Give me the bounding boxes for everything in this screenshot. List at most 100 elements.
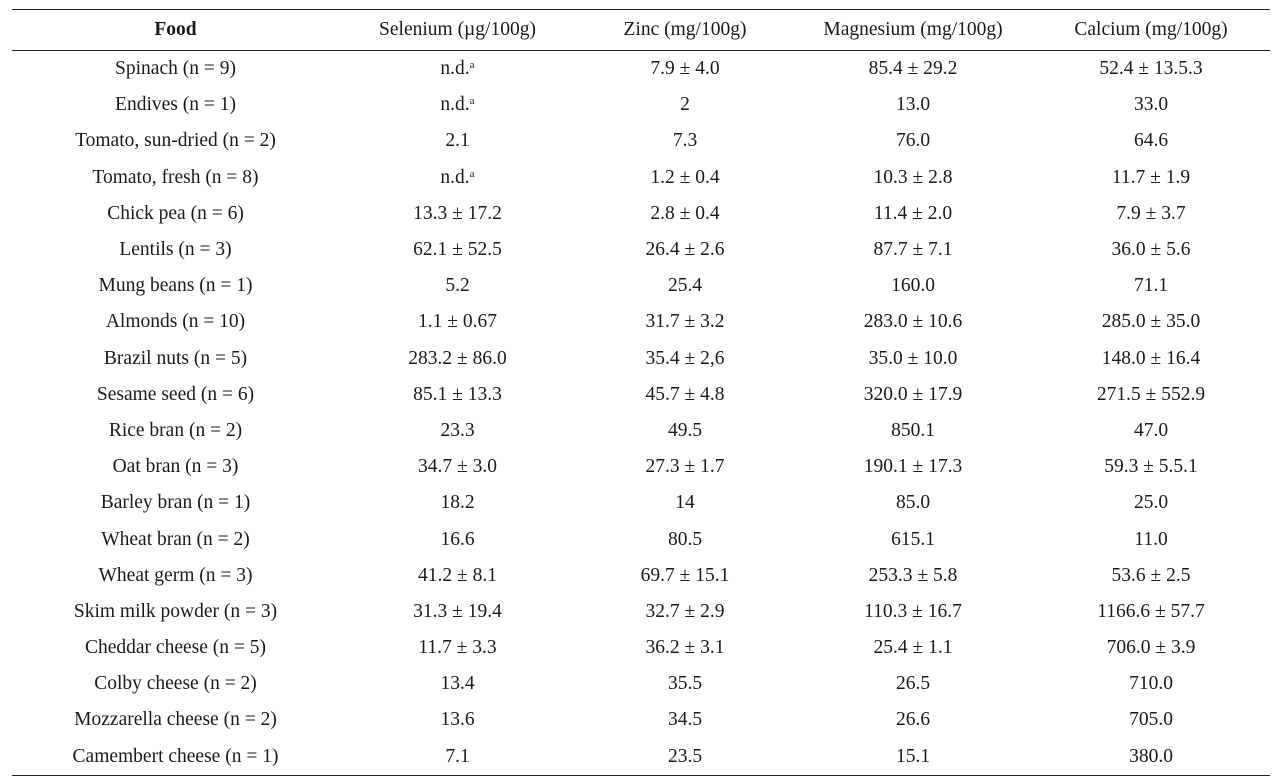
cell-magnesium: 110.3 ± 16.7 (794, 594, 1032, 630)
cell-food: Skim milk powder (n = 3) (12, 594, 339, 630)
cell-selenium: 5.2 (339, 268, 576, 304)
cell-food-value: Barley bran (n = 1) (100, 492, 251, 514)
cell-magnesium: 615.1 (794, 521, 1032, 557)
cell-food-value: Almonds (n = 10) (105, 311, 246, 333)
cell-magnesium-value: 283.0 ± 10.6 (863, 311, 963, 333)
cell-calcium: 705.0 (1032, 702, 1270, 738)
cell-selenium-value: 23.3 (440, 419, 475, 441)
cell-zinc-value: 35.5 (667, 673, 703, 695)
table-row: Cheddar cheese (n = 5) 11.7 ± 3.3 36.2 ± 3… (12, 630, 1270, 666)
cell-food: Chick pea (n = 6) (12, 196, 339, 232)
cell-zinc-value: 32.7 ± 2.9 (645, 600, 725, 622)
table-row: Colby cheese (n = 2) 13.4 35.5 26.5 710.0 (12, 666, 1270, 702)
cell-magnesium: 320.0 ± 17.9 (794, 377, 1032, 413)
table-row: Mozzarella cheese (n = 2) 13.6 34.5 26.6 705… (12, 702, 1270, 738)
cell-calcium-value: 25.0 (1133, 492, 1169, 514)
cell-magnesium-value: 160.0 (891, 275, 935, 297)
cell-calcium: 71.1 (1032, 268, 1270, 304)
table-row: Tomato, sun-dried (n = 2) 2.1 7.3 76.0 64.6 (12, 123, 1270, 159)
cell-selenium-value: 18.2 (440, 492, 475, 514)
cell-zinc: 34.5 (576, 702, 794, 738)
cell-magnesium-value: 85.4 ± 29.2 (868, 58, 958, 80)
cell-selenium-value: 31.3 ± 19.4 (413, 600, 502, 622)
cell-calcium: 7.9 ± 3.7 (1032, 196, 1270, 232)
cell-selenium: 34.7 ± 3.0 (339, 449, 576, 485)
cell-food-value: Spinach (n = 9) (115, 58, 236, 80)
cell-selenium: 13.6 (339, 702, 576, 738)
cell-selenium: n.d.a (339, 51, 576, 88)
table-row: Lentils (n = 3) 62.1 ± 52.5 26.4 ± 2.6 87.7… (12, 232, 1270, 268)
cell-magnesium-value: 25.4 ± 1.1 (873, 637, 953, 659)
cell-zinc: 26.4 ± 2.6 (576, 232, 794, 268)
cell-selenium: n.d.a (339, 160, 576, 196)
table-row: Brazil nuts (n = 5) 283.2 ± 86.0 35.4 ± 2,… (12, 341, 1270, 377)
header-zinc: Zinc (mg/100g) (623, 19, 747, 40)
cell-magnesium-value: 320.0 ± 17.9 (863, 383, 963, 405)
table-row: Skim milk powder (n = 3) 31.3 ± 19.4 32.7 … (12, 594, 1270, 630)
cell-food: Rice bran (n = 2) (12, 413, 339, 449)
cell-zinc: 35.5 (576, 666, 794, 702)
cell-zinc-value: 69.7 ± 15.1 (640, 564, 730, 586)
cell-magnesium-value: 190.1 ± 17.3 (863, 456, 963, 478)
table-row: Wheat germ (n = 3) 41.2 ± 8.1 69.7 ± 15.1 2… (12, 558, 1270, 594)
cell-food: Colby cheese (n = 2) (12, 666, 339, 702)
cell-magnesium-value: 76.0 (895, 130, 931, 152)
cell-selenium-value: 5.2 (445, 275, 470, 297)
cell-calcium-value: 71.1 (1133, 275, 1169, 297)
cell-food: Wheat germ (n = 3) (12, 558, 339, 594)
cell-magnesium-value: 11.4 ± 2.0 (873, 202, 953, 224)
cell-selenium-value: 11.7 ± 3.3 (418, 637, 497, 659)
cell-food-value: Endives (n = 1) (115, 94, 236, 116)
cell-calcium: 706.0 ± 3.9 (1032, 630, 1270, 666)
cell-selenium: 23.3 (339, 413, 576, 449)
cell-magnesium: 26.6 (794, 702, 1032, 738)
cell-selenium-value: 7.1 (445, 745, 470, 767)
cell-zinc: 69.7 ± 15.1 (576, 558, 794, 594)
cell-food: Barley bran (n = 1) (12, 485, 339, 521)
cell-selenium-value: 34.7 ± 3.0 (418, 456, 497, 478)
cell-zinc: 45.7 ± 4.8 (576, 377, 794, 413)
cell-calcium: 59.3 ± 5.5.1 (1032, 449, 1270, 485)
cell-selenium: 31.3 ± 19.4 (339, 594, 576, 630)
cell-selenium: 18.2 (339, 485, 576, 521)
cell-zinc: 80.5 (576, 521, 794, 557)
cell-zinc: 7.3 (576, 123, 794, 159)
cell-calcium-value: 33.0 (1133, 94, 1169, 116)
cell-calcium-value: 11.7 ± 1.9 (1111, 166, 1191, 188)
cell-food-value: Lentils (n = 3) (119, 239, 232, 261)
cell-selenium-value: 85.1 ± 13.3 (413, 383, 502, 405)
cell-food-value: Tomato, fresh (n = 8) (92, 166, 259, 188)
cell-selenium: 13.3 ± 17.2 (339, 196, 576, 232)
header-selenium: Selenium (µg/100g) (379, 19, 536, 40)
cell-selenium: 16.6 (339, 521, 576, 557)
cell-food: Camembert cheese (n = 1) (12, 739, 339, 776)
cell-magnesium: 850.1 (794, 413, 1032, 449)
cell-food: Tomato, sun-dried (n = 2) (12, 123, 339, 159)
cell-calcium: 710.0 (1032, 666, 1270, 702)
cell-calcium: 53.6 ± 2.5 (1032, 558, 1270, 594)
cell-zinc-value: 23.5 (667, 745, 703, 767)
cell-zinc-value: 45.7 ± 4.8 (645, 383, 725, 405)
cell-food: Brazil nuts (n = 5) (12, 341, 339, 377)
cell-selenium: n.d.a (339, 87, 576, 123)
cell-calcium: 380.0 (1032, 739, 1270, 776)
cell-selenium-value: 41.2 ± 8.1 (418, 564, 497, 586)
cell-selenium-value: 283.2 ± 86.0 (408, 347, 507, 369)
cell-food: Almonds (n = 10) (12, 304, 339, 340)
cell-zinc: 31.7 ± 3.2 (576, 304, 794, 340)
cell-food: Endives (n = 1) (12, 87, 339, 123)
table-row: Chick pea (n = 6) 13.3 ± 17.2 2.8 ± 0.4 11.… (12, 196, 1270, 232)
cell-magnesium: 26.5 (794, 666, 1032, 702)
cell-calcium: 36.0 ± 5.6 (1032, 232, 1270, 268)
cell-food: Spinach (n = 9) (12, 51, 339, 88)
cell-food-value: Oat bran (n = 3) (112, 456, 239, 478)
cell-food: Sesame seed (n = 6) (12, 377, 339, 413)
cell-calcium-value: 53.6 ± 2.5 (1111, 564, 1191, 586)
cell-food-value: Mung beans (n = 1) (98, 275, 253, 297)
cell-calcium-value: 705.0 (1129, 709, 1173, 731)
footnote-marker: a (469, 167, 475, 180)
table-header-row: Food Selenium (µg/100g) Zinc (mg/100g) M… (12, 9, 1270, 51)
cell-food-value: Rice bran (n = 2) (108, 419, 243, 441)
table-row: Rice bran (n = 2) 23.3 49.5 850.1 47.0 (12, 413, 1270, 449)
cell-magnesium: 253.3 ± 5.8 (794, 558, 1032, 594)
